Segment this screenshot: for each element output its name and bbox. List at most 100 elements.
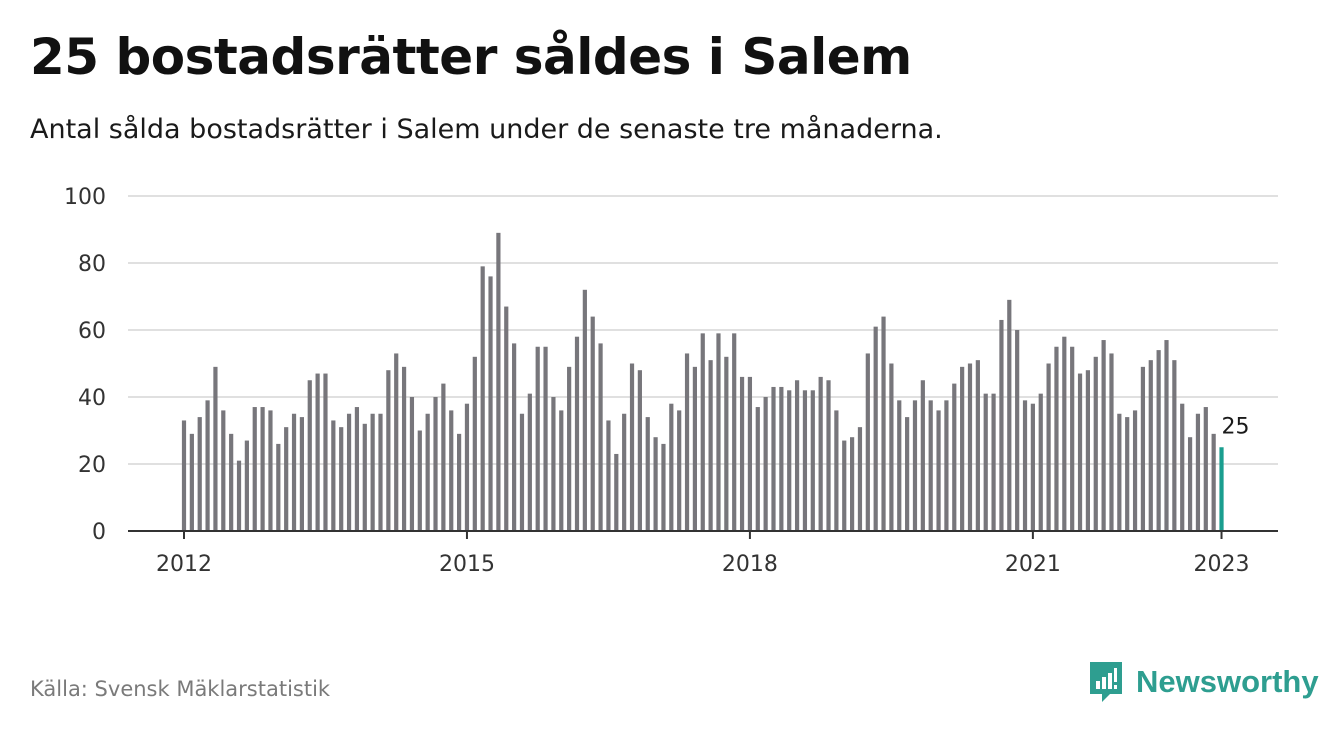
bar (991, 393, 996, 531)
bar (464, 403, 470, 531)
x-tick-label: 2018 (722, 552, 778, 577)
bar (1172, 360, 1177, 531)
bar (881, 316, 886, 531)
bar (268, 410, 273, 531)
bar (244, 440, 249, 531)
bar (669, 403, 674, 531)
bar (826, 380, 831, 531)
bar (716, 333, 721, 531)
bar (912, 400, 918, 531)
bar (708, 360, 713, 531)
bar (755, 407, 760, 531)
bar (739, 376, 745, 531)
bar (488, 276, 493, 531)
source-text: Källa: Svensk Mäklarstatistik (30, 677, 331, 701)
bar (236, 460, 242, 531)
bar (1085, 370, 1090, 531)
bar (653, 437, 658, 531)
bar (1077, 373, 1083, 531)
bar (1070, 346, 1075, 531)
chart-title: 25 bostadsrätter såldes i Salem (30, 28, 912, 86)
bar (417, 430, 422, 531)
bar (889, 363, 894, 531)
bar (622, 413, 627, 531)
bar (291, 413, 297, 531)
bar (543, 346, 548, 531)
bar (928, 400, 933, 531)
bar (873, 326, 878, 531)
bar (433, 397, 438, 531)
bar (394, 353, 399, 531)
bar (276, 443, 281, 531)
bar (677, 410, 682, 531)
bar (747, 376, 753, 531)
bar (1211, 433, 1216, 531)
bar (472, 356, 477, 531)
y-tick-label: 60 (78, 319, 106, 344)
bar (1101, 340, 1106, 531)
bar (582, 289, 587, 531)
bar (1109, 353, 1114, 531)
bar (1093, 356, 1098, 531)
bar (535, 346, 540, 531)
newsworthy-logo: Newsworthy (1088, 660, 1319, 704)
bar (794, 380, 800, 531)
bar (284, 427, 289, 531)
bar (1140, 366, 1146, 531)
bar (1125, 417, 1130, 531)
bar (787, 390, 792, 531)
bar (189, 433, 194, 531)
bar (480, 266, 485, 531)
bar (905, 417, 910, 531)
bar (598, 343, 603, 531)
bar (661, 443, 666, 531)
bar (810, 390, 815, 531)
bar (441, 383, 446, 531)
bar (763, 397, 768, 531)
bar (496, 232, 501, 531)
bar (457, 433, 462, 531)
bar (229, 433, 234, 531)
bar (944, 400, 949, 531)
bar (1180, 403, 1185, 531)
bar (574, 336, 580, 531)
bar (802, 390, 808, 531)
bar (967, 363, 973, 531)
bar (936, 410, 941, 531)
bar (1022, 400, 1028, 531)
bar (645, 417, 650, 531)
bar (779, 386, 784, 531)
bar (700, 333, 705, 531)
bar (724, 356, 729, 531)
bar (519, 413, 525, 531)
bar (260, 407, 265, 531)
bar (386, 370, 391, 531)
bar (606, 420, 611, 531)
bar (857, 427, 863, 531)
newsworthy-logo-icon (1090, 662, 1122, 702)
bar (637, 370, 642, 531)
bar (999, 319, 1004, 531)
bar (449, 410, 454, 531)
bar (331, 420, 336, 531)
bar (197, 417, 202, 531)
x-tick-label: 2021 (1005, 552, 1061, 577)
bar (559, 410, 564, 531)
bar (362, 423, 367, 531)
x-tick-label: 2023 (1194, 552, 1250, 577)
bar (920, 380, 925, 531)
bar (1132, 410, 1138, 531)
bar (960, 366, 965, 531)
bar (1054, 346, 1059, 531)
bar (354, 407, 360, 531)
bar (307, 380, 312, 531)
bar (1148, 360, 1153, 531)
bar (818, 376, 823, 531)
bar (952, 383, 957, 531)
bar (252, 407, 257, 531)
bar (692, 366, 697, 531)
bar (378, 413, 383, 531)
bar (1187, 437, 1193, 531)
bar (1007, 299, 1012, 531)
brand-name: Newsworthy (1136, 664, 1319, 699)
